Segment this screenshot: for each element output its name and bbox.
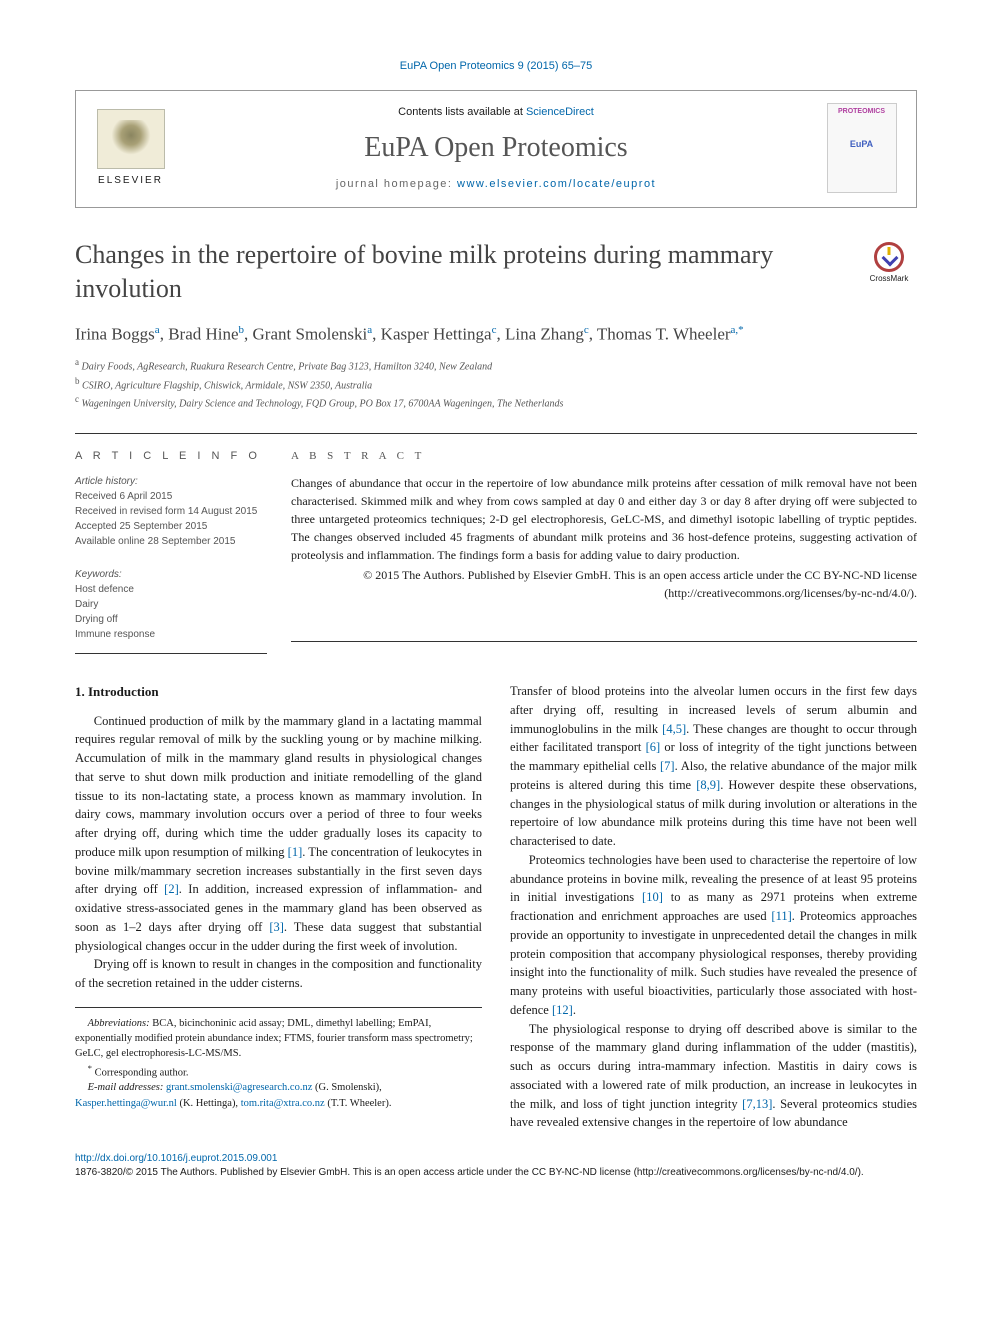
body-para-2b: Transfer of blood proteins into the alve… <box>510 682 917 851</box>
email-link[interactable]: grant.smolenski@agresearch.co.nz <box>166 1082 312 1093</box>
journal-name: EuPA Open Proteomics <box>173 132 819 164</box>
crossmark-icon <box>874 242 904 272</box>
history-head: Article history: <box>75 474 267 489</box>
cover-eupa-label: EuPA <box>828 139 896 149</box>
journal-homepage-link[interactable]: www.elsevier.com/locate/euprot <box>457 178 656 190</box>
article-history: Article history: Received 6 April 2015Re… <box>75 474 267 549</box>
history-line: Received 6 April 2015 <box>75 489 267 504</box>
ref-link-7[interactable]: [7] <box>660 759 675 773</box>
affiliation-line: b CSIRO, Agriculture Flagship, Chiswick,… <box>75 375 917 393</box>
contents-prefix: Contents lists available at <box>398 106 526 118</box>
elsevier-tree-icon: ELSEVIER <box>97 109 165 187</box>
ref-link-2[interactable]: [2] <box>164 882 179 896</box>
journal-cover-thumb: PROTEOMICS EuPA <box>819 103 904 193</box>
body-para-3: Proteomics technologies have been used t… <box>510 851 917 1020</box>
history-line: Accepted 25 September 2015 <box>75 519 267 534</box>
abbreviations-footnote: Abbreviations: BCA, bicinchoninic acid a… <box>75 1016 482 1062</box>
keywords-block: Keywords: Host defenceDairyDrying offImm… <box>75 567 267 642</box>
homepage-prefix: journal homepage: <box>336 178 457 190</box>
issn-copyright-line: 1876-3820/© 2015 The Authors. Published … <box>75 1166 917 1180</box>
ref-link-7-13[interactable]: [7,13] <box>742 1097 772 1111</box>
page-footer: http://dx.doi.org/10.1016/j.euprot.2015.… <box>75 1152 917 1180</box>
corresponding-author-footnote: * Corresponding author. <box>75 1062 482 1081</box>
article-body: 1. Introduction Continued production of … <box>75 682 917 1132</box>
elsevier-wordmark: ELSEVIER <box>97 175 165 186</box>
email-link[interactable]: Kasper.hettinga@wur.nl <box>75 1098 177 1109</box>
email-link[interactable]: tom.rita@xtra.co.nz <box>241 1098 325 1109</box>
body-para-1: Continued production of milk by the mamm… <box>75 712 482 956</box>
history-line: Available online 28 September 2015 <box>75 534 267 549</box>
ref-link-6[interactable]: [6] <box>646 740 661 754</box>
abstract-label: A B S T R A C T <box>291 450 917 462</box>
section-1-heading: 1. Introduction <box>75 682 482 702</box>
abstract-text: Changes of abundance that occur in the r… <box>291 474 917 564</box>
ref-link-1[interactable]: [1] <box>288 845 303 859</box>
publisher-logo-block: ELSEVIER <box>88 109 173 187</box>
ref-link-4-5[interactable]: [4,5] <box>662 722 686 736</box>
ref-link-3[interactable]: [3] <box>269 920 284 934</box>
ref-link-11[interactable]: [11] <box>771 909 791 923</box>
crossmark-badge[interactable]: CrossMark <box>861 242 917 283</box>
keyword: Dairy <box>75 597 267 612</box>
crossmark-label: CrossMark <box>861 274 917 283</box>
running-head: EuPA Open Proteomics 9 (2015) 65–75 <box>75 60 917 72</box>
keywords-head: Keywords: <box>75 567 267 582</box>
affiliations-block: a Dairy Foods, AgResearch, Ruakura Resea… <box>75 356 917 411</box>
body-para-2a: Drying off is known to result in changes… <box>75 955 482 993</box>
ref-link-10[interactable]: [10] <box>642 890 663 904</box>
abstract-copyright: © 2015 The Authors. Published by Elsevie… <box>291 566 917 602</box>
history-line: Received in revised form 14 August 2015 <box>75 504 267 519</box>
footnote-block: Abbreviations: BCA, bicinchoninic acid a… <box>75 1007 482 1111</box>
ref-link-12[interactable]: [12] <box>552 1003 573 1017</box>
ref-link-8-9[interactable]: [8,9] <box>696 778 720 792</box>
journal-header-box: ELSEVIER Contents lists available at Sci… <box>75 90 917 208</box>
affiliation-line: a Dairy Foods, AgResearch, Ruakura Resea… <box>75 356 917 374</box>
authors-line: Irina Boggsa, Brad Hineb, Grant Smolensk… <box>75 324 917 345</box>
sciencedirect-link[interactable]: ScienceDirect <box>526 106 594 118</box>
article-info-label: A R T I C L E I N F O <box>75 450 267 462</box>
keyword: Host defence <box>75 582 267 597</box>
body-para-4: The physiological response to drying off… <box>510 1020 917 1133</box>
journal-homepage-line: journal homepage: www.elsevier.com/locat… <box>173 178 819 190</box>
email-footnote: E-mail addresses: grant.smolenski@agrese… <box>75 1080 482 1110</box>
doi-link[interactable]: http://dx.doi.org/10.1016/j.euprot.2015.… <box>75 1152 917 1166</box>
contents-lists-line: Contents lists available at ScienceDirec… <box>173 106 819 118</box>
affiliation-line: c Wageningen University, Dairy Science a… <box>75 393 917 411</box>
info-col-bottom-rule <box>75 653 267 654</box>
cover-proteomics-label: PROTEOMICS <box>828 108 896 115</box>
keyword: Drying off <box>75 612 267 627</box>
article-title: Changes in the repertoire of bovine milk… <box>75 238 841 306</box>
keyword: Immune response <box>75 627 267 642</box>
